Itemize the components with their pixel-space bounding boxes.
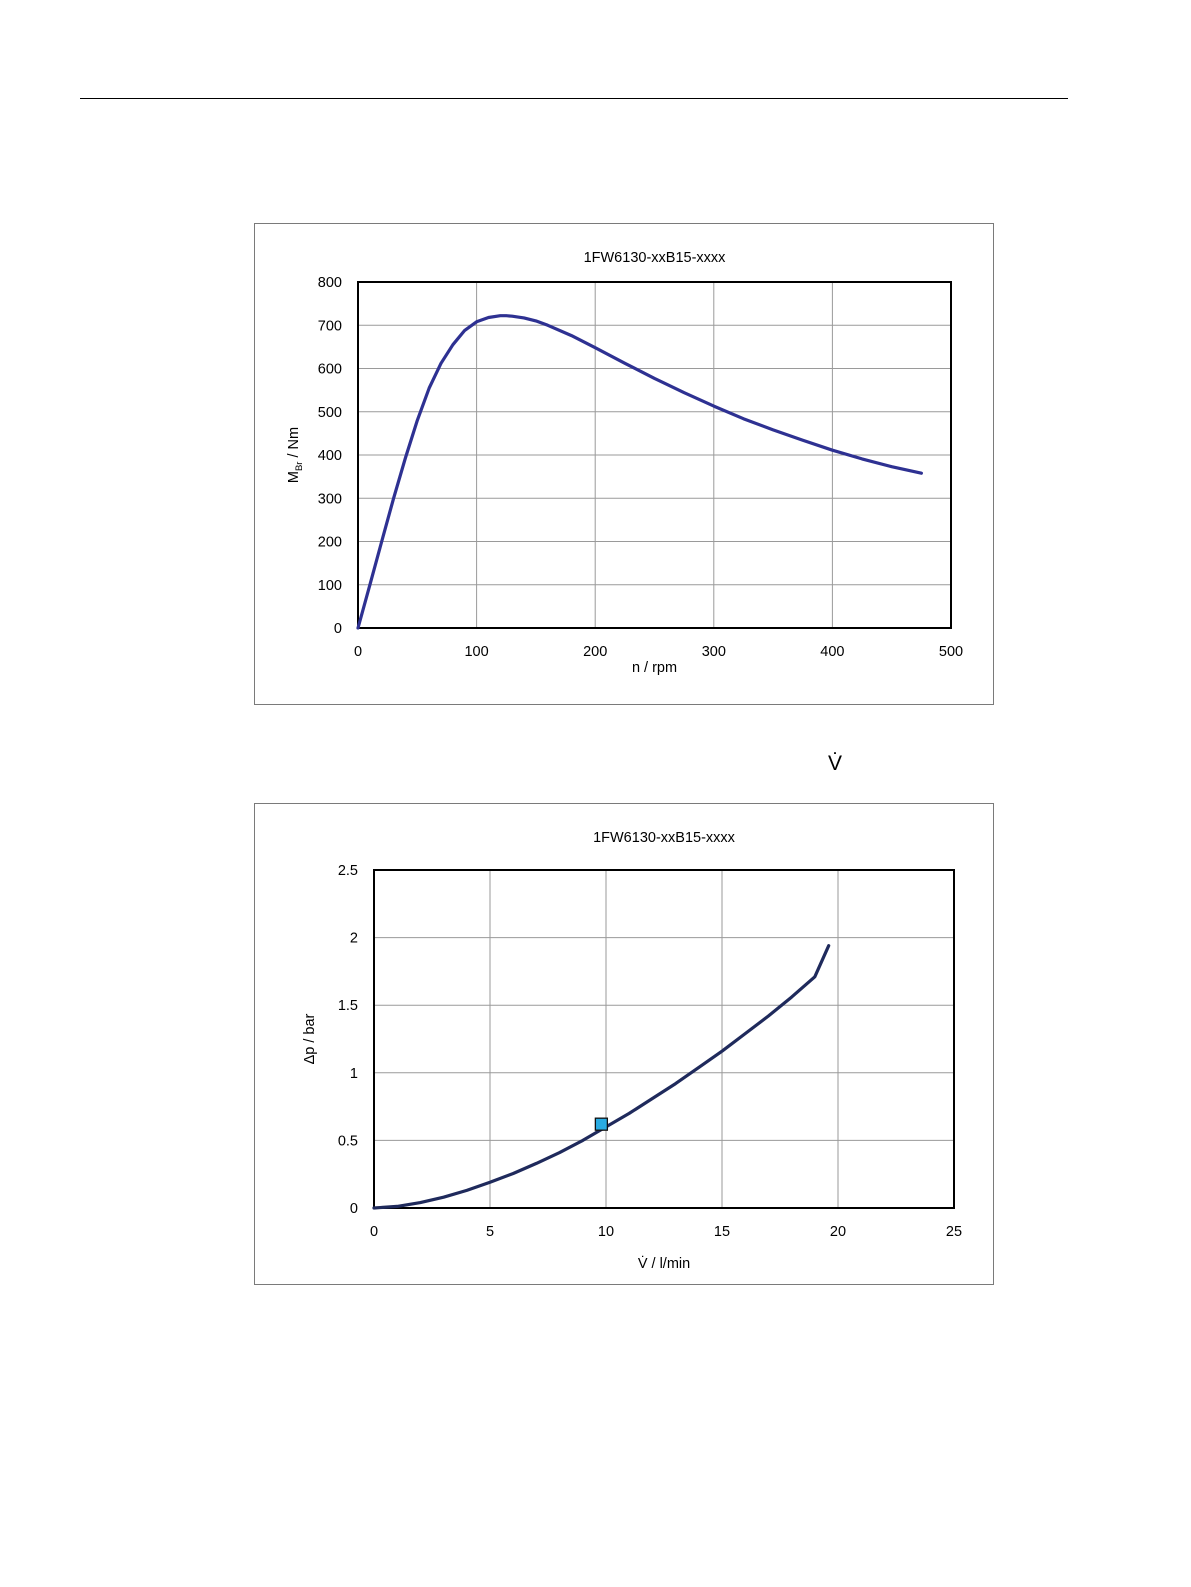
series-line xyxy=(372,944,831,1210)
y-axis-label: MBr / Nm xyxy=(286,427,305,483)
x-tick-label: 10 xyxy=(598,1224,614,1240)
x-tick-label: 0 xyxy=(370,1224,378,1240)
x-tick-label: 400 xyxy=(820,644,844,660)
x-axis-label: V̇ / l/min xyxy=(638,1255,690,1272)
x-axis-label: n / rpm xyxy=(632,660,677,676)
pressure-drop-chart: 1FW6130-xxB15-xxxx 0 5 10 15 20 25 0 0.5 1 1.5 2 2.5… xyxy=(254,803,994,1285)
y-tick-label: 100 xyxy=(318,578,342,594)
y-axis-label: Δp / bar xyxy=(302,1013,318,1064)
x-tick-label: 0 xyxy=(354,644,362,660)
braking-torque-chart: 1FW6130-xxB15-xxxx 0 100 200 300 400 500 0 100 20… xyxy=(254,223,994,705)
y-tick-label: 500 xyxy=(318,405,342,421)
operating-point-marker xyxy=(594,1117,609,1131)
x-tick-label: 100 xyxy=(464,644,488,660)
y-axis-label-rest: / Nm xyxy=(286,427,302,462)
flow-symbol: V̇ xyxy=(828,752,843,775)
x-tick-label: 500 xyxy=(939,644,963,660)
y-tick-label: 200 xyxy=(318,535,342,551)
plot-frame xyxy=(373,869,955,1209)
y-tick-label: 300 xyxy=(318,491,342,507)
plot-frame xyxy=(357,281,952,629)
y-tick-label: 1.5 xyxy=(338,998,358,1014)
x-tick-label: 15 xyxy=(714,1224,730,1240)
y-tick-label: 2 xyxy=(350,931,358,947)
y-axis-label-main: M xyxy=(286,471,302,483)
y-tick-label: 800 xyxy=(318,275,342,291)
x-tick-label: 5 xyxy=(486,1224,494,1240)
chart-title: 1FW6130-xxB15-xxxx xyxy=(593,830,736,846)
chart-title: 1FW6130-xxB15-xxxx xyxy=(584,250,727,266)
x-tick-label: 200 xyxy=(583,644,607,660)
y-tick-label: 400 xyxy=(318,448,342,464)
y-tick-label: 600 xyxy=(318,362,342,378)
x-tick-label: 300 xyxy=(702,644,726,660)
y-axis-label-sub: Br xyxy=(294,462,305,472)
series-line xyxy=(356,314,924,630)
y-tick-label: 0.5 xyxy=(338,1133,358,1149)
y-tick-label: 700 xyxy=(318,318,342,334)
y-tick-label: 1 xyxy=(350,1066,358,1082)
braking-torque-chart-svg: 1FW6130-xxB15-xxxx 0 100 200 300 400 500 0 100 20… xyxy=(286,250,963,676)
x-tick-label: 25 xyxy=(946,1224,962,1240)
header-rule xyxy=(80,98,1068,99)
pressure-drop-chart-svg: 1FW6130-xxB15-xxxx 0 5 10 15 20 25 0 0.5 1 1.5 2 2.5… xyxy=(302,830,962,1272)
y-tick-label: 0 xyxy=(350,1201,358,1217)
y-tick-label: 0 xyxy=(334,621,342,637)
y-tick-label: 2.5 xyxy=(338,863,358,879)
x-tick-label: 20 xyxy=(830,1224,846,1240)
